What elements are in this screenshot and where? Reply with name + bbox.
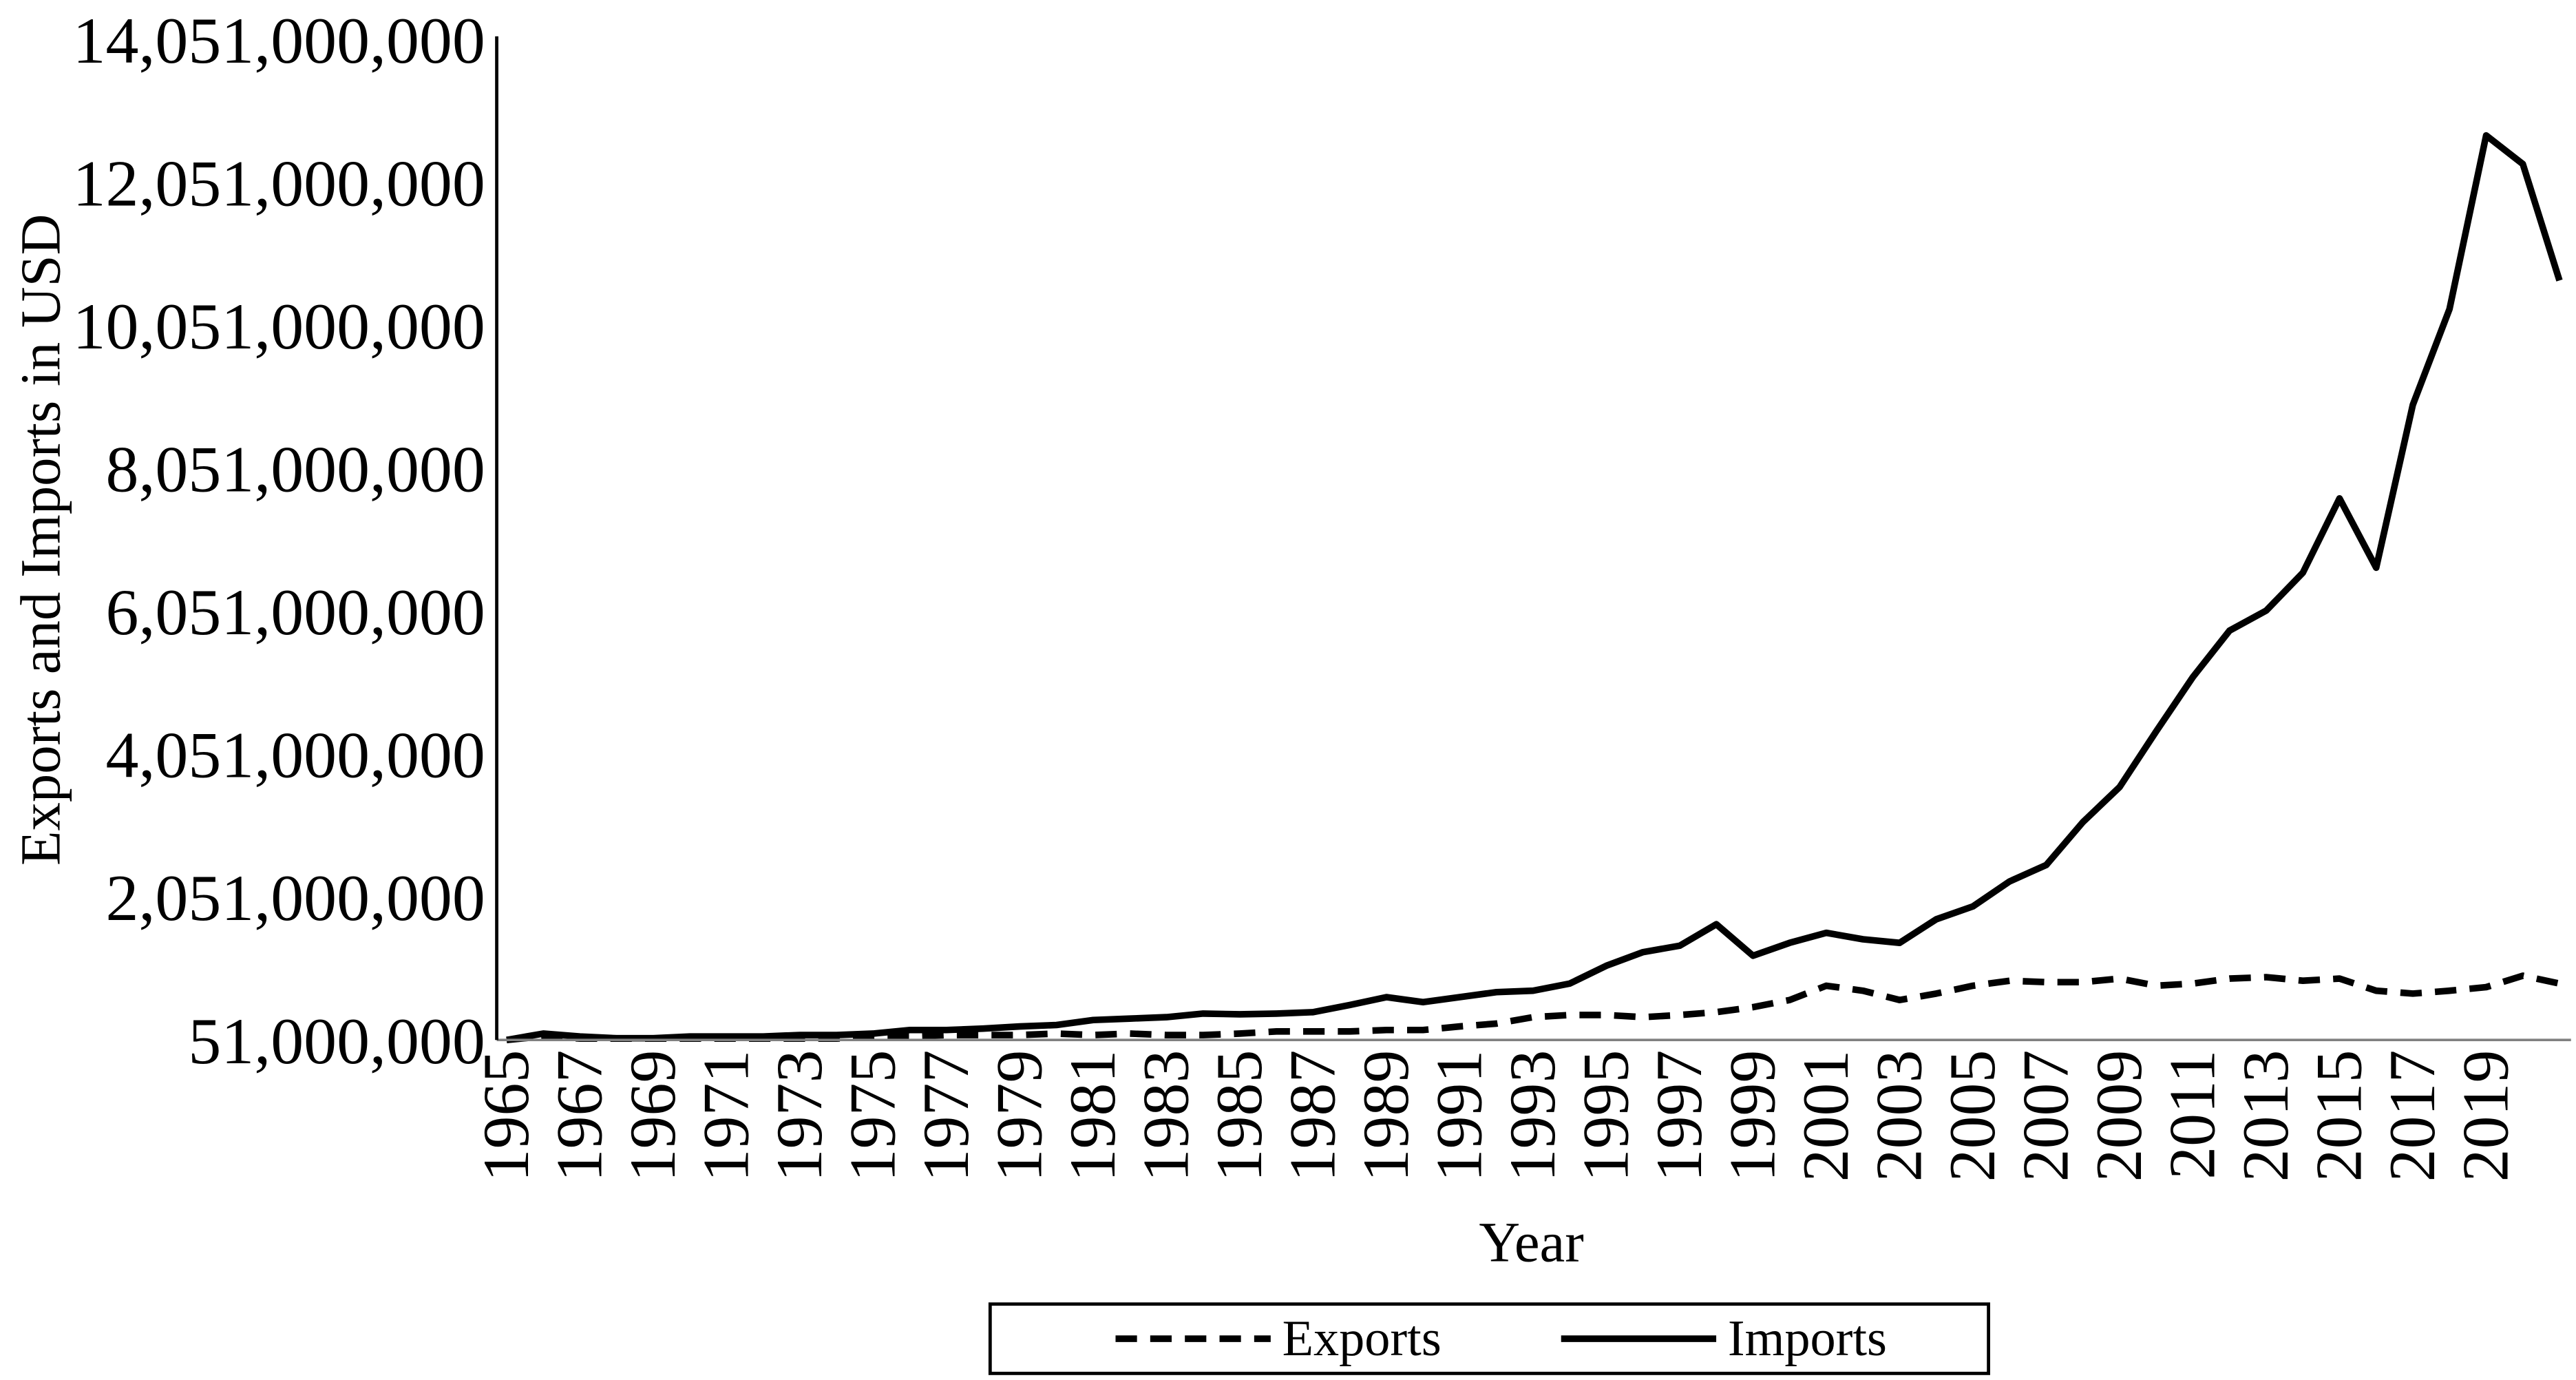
x-tick-label: 1985 (1203, 1050, 1276, 1182)
x-tick-label: 1977 (909, 1050, 982, 1182)
x-tick-label: 1987 (1276, 1050, 1349, 1182)
imports-line (506, 132, 2563, 1043)
legend-item-exports: Exports (1115, 1310, 1442, 1367)
x-tick-label: 2013 (2229, 1050, 2302, 1182)
x-axis-title: Year (1479, 1210, 1583, 1273)
x-tick-label: 1971 (690, 1050, 763, 1182)
x-tick-label: 1979 (983, 1050, 1056, 1182)
x-tick-label: 2015 (2303, 1050, 2376, 1182)
x-tick-label: 1997 (1643, 1050, 1715, 1182)
x-tick-label: 2005 (1936, 1050, 2009, 1182)
x-tick-label: 1975 (836, 1050, 909, 1182)
x-tick-label: 1983 (1130, 1050, 1203, 1182)
x-tick-label: 2019 (2449, 1050, 2522, 1182)
x-tick-label: 1989 (1349, 1050, 1422, 1182)
y-tick-label: 6,051,000,000 (106, 576, 485, 649)
legend-label-exports: Exports (1282, 1310, 1442, 1367)
x-tick-labels: 1965 1967 1969 1971 1973 1975 1977 1979 1981 1983… (469, 1050, 2522, 1182)
x-tick-label: 1969 (616, 1050, 689, 1182)
x-tick-label: 1965 (469, 1050, 542, 1182)
x-tick-label: 2017 (2376, 1050, 2449, 1182)
y-tick-label: 8,051,000,000 (106, 433, 485, 506)
legend: Exports Imports (988, 1302, 1990, 1375)
legend-label-imports: Imports (1728, 1310, 1887, 1367)
x-tick-label: 2003 (1863, 1050, 1936, 1182)
x-tick-label: 1999 (1716, 1050, 1789, 1182)
y-tick-label: 14,051,000,000 (73, 4, 485, 77)
y-tick-labels: 51,000,000 2,051,000,000 4,051,000,000 6,05… (73, 4, 485, 1078)
y-tick-label: 10,051,000,000 (73, 290, 485, 363)
x-tick-label: 1981 (1056, 1050, 1129, 1182)
x-tick-label: 1967 (543, 1050, 616, 1182)
y-tick-label: 4,051,000,000 (106, 719, 485, 792)
x-tick-label: 1973 (763, 1050, 836, 1182)
legend-item-imports: Imports (1561, 1310, 1887, 1367)
y-tick-label: 2,051,000,000 (106, 861, 485, 934)
x-tick-label: 2009 (2082, 1050, 2155, 1182)
x-tick-label: 2011 (2156, 1050, 2229, 1180)
x-tick-label: 1993 (1496, 1050, 1569, 1182)
y-tick-label: 51,000,000 (188, 1005, 485, 1078)
y-axis-title: Exports and Imports in USD (8, 214, 72, 866)
y-tick-label: 12,051,000,000 (73, 147, 485, 220)
x-tick-label: 2001 (1789, 1050, 1862, 1182)
x-tick-label: 1991 (1423, 1050, 1496, 1182)
x-tick-label: 2007 (2009, 1050, 2082, 1182)
x-tick-label: 1995 (1570, 1050, 1643, 1182)
